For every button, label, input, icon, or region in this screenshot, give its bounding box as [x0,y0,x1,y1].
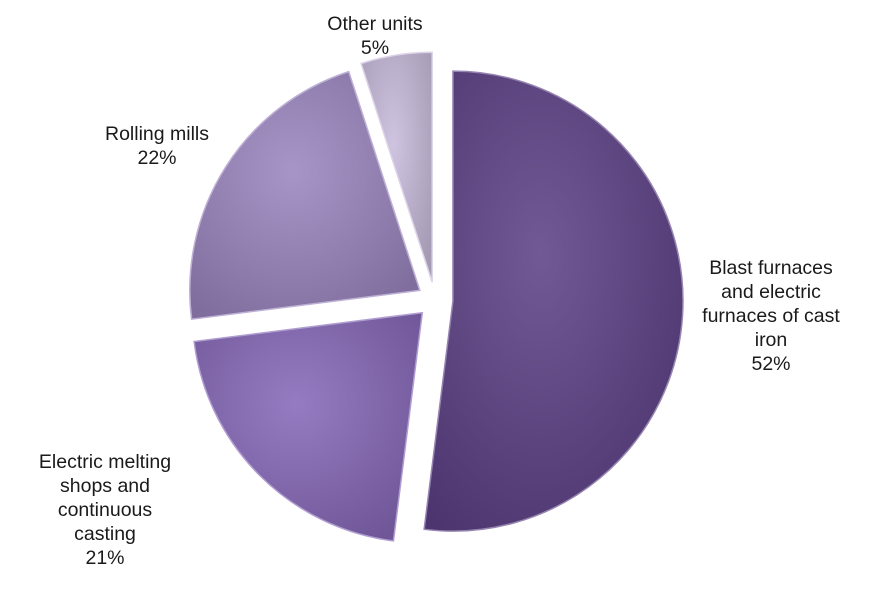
slice-value-label: 5% [360,37,390,59]
slice-label-rolling-mills: Rolling mills 22% [72,122,242,170]
slice-label-line: iron [754,329,788,351]
slice-label-line: casting [74,523,136,545]
slice-label-line: Electric melting [38,451,172,473]
slice-label-line: Rolling mills [104,123,210,145]
slice-value-label: 22% [137,147,177,169]
slice-electric-melting [193,311,424,542]
slice-rolling-mills [189,70,421,321]
slice-label-line: and electric [721,281,821,303]
slice-other-units [360,51,433,283]
slice-blast-furnaces [423,70,684,532]
slice-label-other-units: Other units 5% [290,12,460,60]
slice-label-electric-melting: Electric melting shops and continuous ca… [0,450,210,570]
slice-label-blast-furnaces: Blast furnaces and electric furnaces of … [676,256,866,376]
slice-label-line: continuous [57,499,153,521]
slice-label-line: furnaces of cast [702,305,840,327]
slice-label-line: shops and [60,475,150,497]
slice-value-label: 21% [85,547,125,569]
slice-label-line: Blast furnaces [709,257,833,279]
slice-label-line: Other units [327,13,423,35]
slice-value-label: 52% [751,353,791,375]
